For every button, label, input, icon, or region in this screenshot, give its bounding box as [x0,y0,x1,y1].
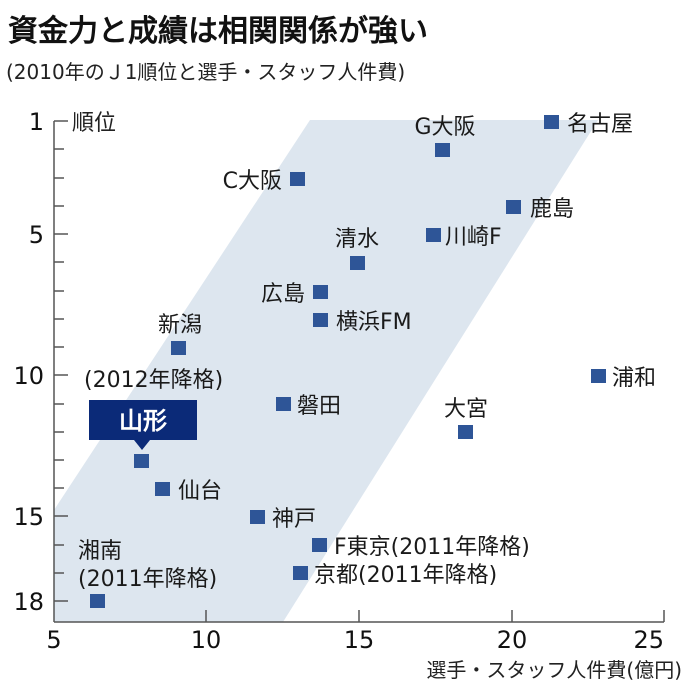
x-tick-5: 5 [46,626,61,654]
label-gosaka: G大阪 [414,115,475,140]
y-tick-18: 18 [13,588,44,616]
marker-nagoya [544,115,559,129]
markers [90,115,606,608]
label-yamagata-note: (2012年降格) [84,368,223,393]
marker-urawa [591,369,606,383]
label-shimizu: 清水 [335,227,379,252]
label-kashima: 鹿島 [530,197,574,222]
chart-subtitle: (2010年のＪ1順位と選手・スタッフ人件費) [6,60,406,84]
marker-hiroshima [313,285,328,299]
marker-yamagata [134,454,149,468]
x-tick-20: 20 [497,626,528,654]
marker-yokohama [313,313,328,327]
label-cosaka: C大阪 [223,169,282,194]
marker-shimizu [350,256,365,270]
label-kyoto: 京都(2011年降格) [314,563,497,588]
label-sendai: 仙台 [178,479,222,504]
label-ftokyo: F東京(2011年降格) [334,535,530,560]
y-axis [53,120,68,622]
label-yokohama: 横浜FM [336,310,412,335]
label-urawa: 浦和 [612,366,656,391]
correlation-band [54,120,598,622]
label-shonan-note: (2011年降格) [78,567,217,592]
marker-omiya [458,425,473,439]
label-omiya: 大宮 [444,397,488,422]
x-tick-25: 25 [633,626,664,654]
y-axis-title: 順位 [72,111,116,136]
marker-kashima [506,200,521,214]
label-iwata: 磐田 [297,394,341,419]
label-hiroshima: 広島 [261,282,305,307]
label-kobe: 神戸 [272,507,316,532]
y-tick-10: 10 [13,362,44,390]
label-shonan: 湘南 [78,539,122,564]
marker-kawasaki [426,228,441,242]
y-tick-5: 5 [29,221,44,249]
marker-kobe [250,510,265,524]
label-kawasaki: 川崎F [445,225,502,250]
label-niigata: 新潟 [158,313,202,338]
yamagata-callout: 山形 [89,400,197,450]
y-tick-15: 15 [13,503,44,531]
x-axis [54,610,665,623]
x-tick-10: 10 [191,626,222,654]
x-axis-title: 選手・スタッフ人件費(億円) [426,658,682,682]
marker-ftokyo [312,538,327,552]
y-tick-1: 1 [29,108,44,136]
chart-title: 資金力と成績は相関関係が強い [8,14,428,49]
marker-cosaka [290,172,305,186]
marker-sendai [155,482,170,496]
marker-niigata [171,341,186,355]
callout-yamagata-label: 山形 [119,407,167,435]
marker-gosaka [435,143,450,157]
marker-shonan [90,594,105,608]
marker-iwata [276,397,291,411]
label-nagoya: 名古屋 [567,112,633,137]
x-tick-15: 15 [344,626,375,654]
marker-kyoto [293,566,308,580]
